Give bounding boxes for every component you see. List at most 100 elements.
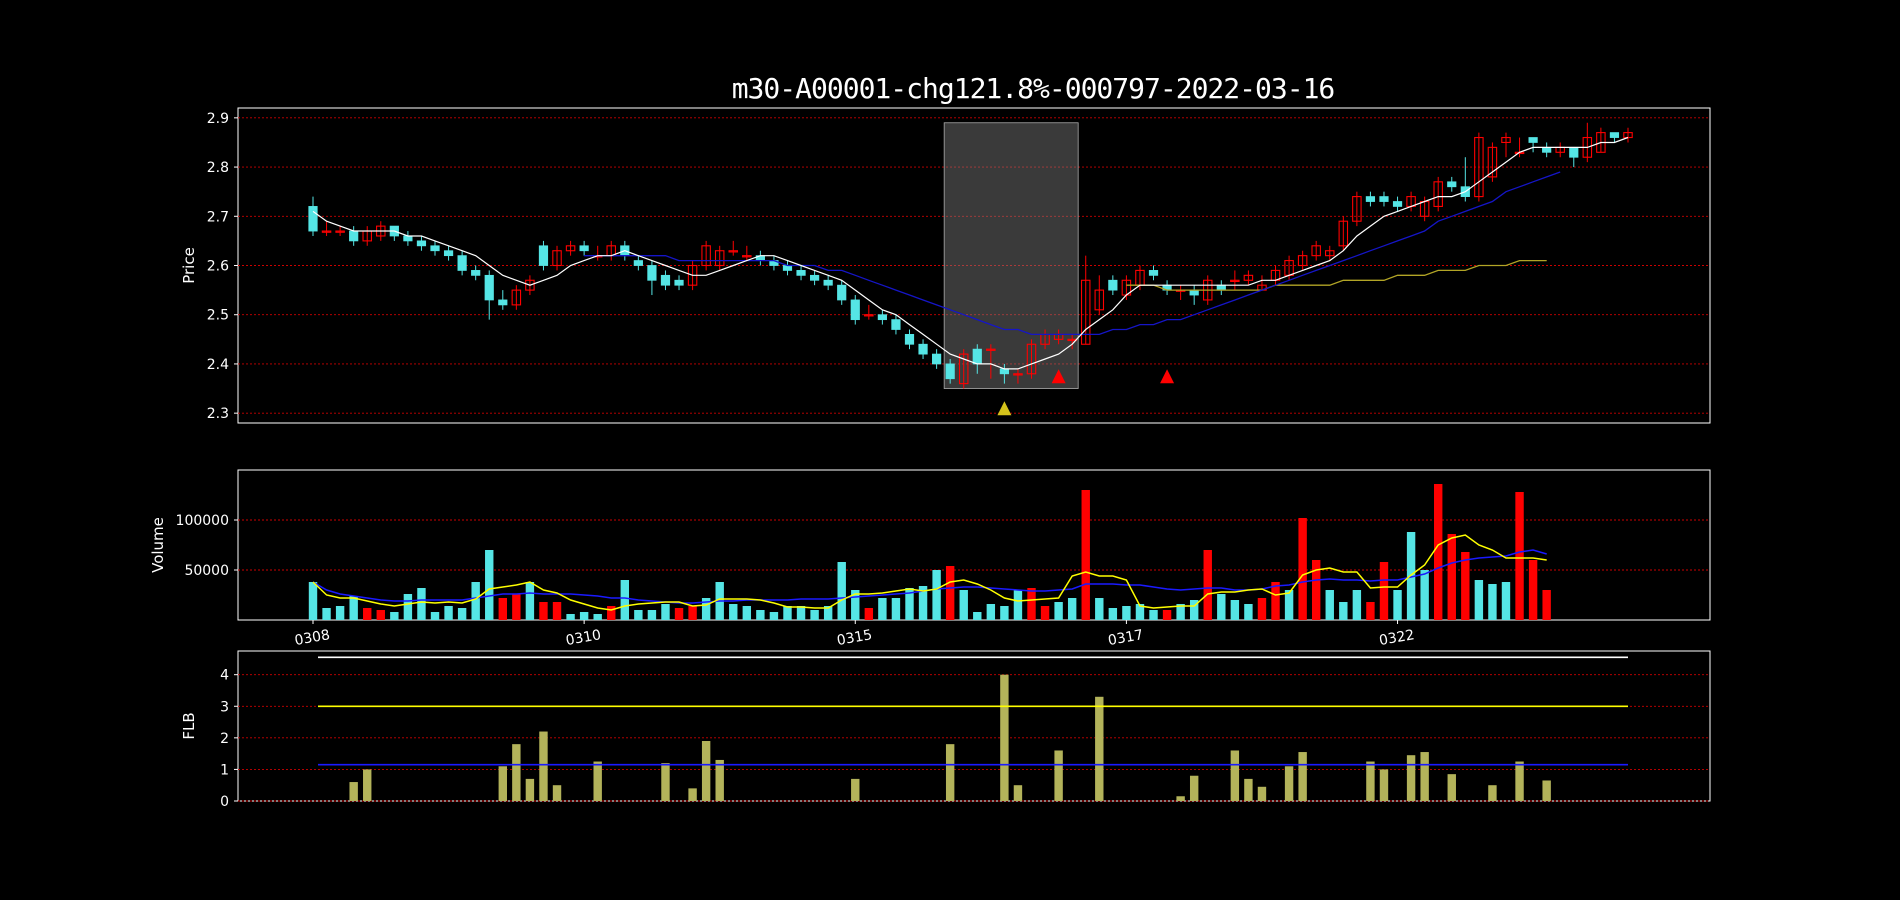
candle-body-up bbox=[728, 250, 739, 253]
volume-bar bbox=[1257, 598, 1267, 620]
volume-bar bbox=[620, 580, 630, 620]
candle-body-down bbox=[1542, 146, 1552, 153]
flb-bar bbox=[688, 788, 697, 801]
flb-bar bbox=[661, 763, 670, 801]
candle-body-down bbox=[945, 363, 955, 380]
volume-bar bbox=[512, 594, 521, 620]
volume-bar bbox=[1461, 552, 1470, 620]
volume-bar bbox=[851, 590, 860, 620]
candle-body-up bbox=[1026, 343, 1037, 375]
flb-bar bbox=[1488, 785, 1497, 801]
flb-bar bbox=[498, 766, 507, 801]
xtick-label: 0317 bbox=[1107, 627, 1145, 649]
ma-slow-line bbox=[1126, 259, 1547, 291]
volume-bar bbox=[498, 598, 507, 620]
volume-bar bbox=[1515, 492, 1524, 620]
candle-body-down bbox=[1569, 146, 1579, 158]
volume-bar bbox=[1298, 518, 1307, 620]
xtick-label: 0315 bbox=[836, 627, 874, 649]
xtick-label: 0310 bbox=[565, 627, 603, 649]
volume-bar bbox=[525, 582, 535, 620]
flb-bar bbox=[552, 785, 562, 801]
candle-body-down bbox=[308, 206, 318, 232]
volume-bar bbox=[376, 610, 385, 620]
volume-bar bbox=[390, 612, 399, 620]
candle-body-down bbox=[457, 255, 467, 271]
candle-body-up bbox=[958, 353, 969, 385]
candle-body-up bbox=[701, 245, 711, 267]
volume-bar bbox=[1366, 602, 1375, 620]
ytick-label-flb: 0 bbox=[220, 794, 229, 810]
candle-body-down bbox=[809, 274, 820, 281]
ytick-label-price: 2.7 bbox=[207, 209, 229, 225]
volume-bar bbox=[1108, 608, 1118, 620]
volume-bar bbox=[430, 612, 440, 620]
flb-bar bbox=[1230, 750, 1240, 801]
ytick-label-flb: 3 bbox=[220, 699, 229, 715]
flb-bar bbox=[1447, 774, 1456, 801]
flb-bar bbox=[1298, 752, 1307, 801]
volume-bar bbox=[742, 606, 752, 620]
candle-body-down bbox=[349, 230, 359, 242]
volume-bar bbox=[1095, 598, 1104, 620]
candle-body-down bbox=[918, 343, 928, 355]
chart-title: m30-A00001-chg121.8%-000797-2022-03-16 bbox=[731, 72, 1336, 105]
flb-bar bbox=[1054, 750, 1063, 801]
ylabel-flb: FLB bbox=[180, 712, 198, 739]
volume-bar bbox=[403, 594, 413, 620]
volume-bar bbox=[1447, 534, 1456, 620]
candle-body-down bbox=[1216, 284, 1226, 291]
candle-body-down bbox=[1528, 137, 1538, 143]
candle-body-down bbox=[1108, 279, 1118, 291]
candle-body-down bbox=[416, 240, 427, 247]
ma-fast-line bbox=[312, 136, 1629, 370]
signal-marker bbox=[997, 401, 1012, 416]
candle-body-down bbox=[1189, 289, 1199, 296]
flb-bar bbox=[1244, 778, 1253, 801]
volume-bar bbox=[1149, 610, 1158, 620]
candle-body-down bbox=[1365, 196, 1376, 202]
candle-body-up bbox=[335, 230, 345, 233]
flb-bar bbox=[1176, 796, 1185, 801]
signal-marker bbox=[1160, 369, 1175, 384]
volume-bar bbox=[729, 604, 738, 620]
candle-body-up bbox=[864, 314, 874, 317]
volume-bar bbox=[1067, 598, 1077, 620]
volume-bar bbox=[783, 606, 792, 620]
candle-body-up bbox=[321, 230, 332, 233]
volume-bar bbox=[796, 606, 806, 620]
candle-body-up bbox=[1501, 136, 1511, 144]
candle-body-down bbox=[837, 284, 847, 301]
candle-body-up bbox=[1080, 279, 1091, 345]
flb-bar bbox=[1542, 780, 1551, 801]
highlight-region bbox=[943, 122, 1079, 389]
volume-bar bbox=[1420, 570, 1429, 620]
candle-body-up bbox=[525, 279, 535, 291]
ytick-label-price: 2.9 bbox=[207, 111, 229, 127]
candle-body-down bbox=[484, 274, 494, 301]
candle-body-up bbox=[1474, 136, 1484, 198]
volume-bar bbox=[661, 604, 670, 620]
volume-bar bbox=[1474, 580, 1484, 620]
volume-bar bbox=[1040, 606, 1050, 620]
candle-body-down bbox=[1392, 201, 1403, 207]
volume-bar bbox=[1284, 590, 1294, 620]
volume-bar bbox=[701, 598, 711, 620]
volume-bar bbox=[444, 606, 453, 620]
flb-bar bbox=[1366, 761, 1375, 801]
xtick-label: 0308 bbox=[293, 627, 331, 649]
candle-body-down bbox=[579, 245, 589, 252]
volume-bar bbox=[1244, 604, 1253, 620]
flb-bar bbox=[1013, 785, 1023, 801]
volume-bar bbox=[322, 608, 331, 620]
candle-body-down bbox=[850, 299, 860, 321]
volume-bar bbox=[810, 610, 819, 620]
ytick-label-flb: 4 bbox=[220, 668, 229, 684]
ylabel-volume: Volume bbox=[149, 517, 167, 573]
volume-bar bbox=[363, 608, 372, 620]
candle-body-up bbox=[1243, 274, 1254, 281]
candle-body-down bbox=[660, 274, 671, 286]
volume-bar bbox=[932, 570, 941, 620]
volume-bar bbox=[471, 582, 480, 620]
